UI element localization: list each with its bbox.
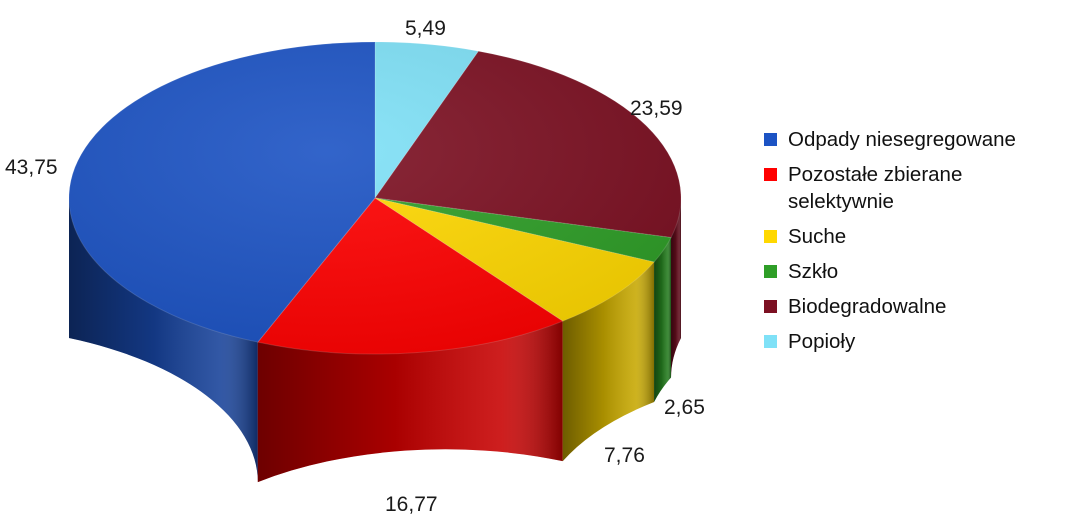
legend-swatch [764, 335, 777, 348]
legend-swatch [764, 265, 777, 278]
legend-label: Odpady niesegregowane [788, 128, 1016, 151]
data-label-pozostałe-zbierane-selektywnie: 16,77 [385, 493, 438, 516]
legend-item-odpady-niesegregowane: Odpady niesegregowane [758, 126, 1076, 153]
legend-swatch [764, 133, 777, 146]
legend-label: Suche [788, 225, 847, 248]
legend-label: Pozostałe zbierane selektywnie [788, 163, 963, 213]
legend-item-szkło: Szkło [758, 258, 1076, 285]
data-label-szkło: 2,65 [664, 396, 705, 419]
pie-side-shade [562, 261, 655, 462]
legend-swatch [764, 168, 777, 181]
data-label-biodegradowalne: 23,59 [630, 97, 683, 120]
pie-side-shade [671, 198, 681, 378]
legend-label: Biodegradowalne [788, 295, 947, 318]
data-label-popioły: 5,49 [405, 17, 446, 40]
data-label-odpady-niesegregowane: 43,75 [5, 156, 58, 179]
legend-label: Popioły [788, 330, 856, 353]
legend-item-suche: Suche [758, 223, 1076, 250]
legend-item-biodegradowalne: Biodegradowalne [758, 293, 1076, 320]
legend-swatch [764, 300, 777, 313]
pie-top-layer [68, 41, 682, 355]
pie-top-gloss [69, 42, 681, 354]
legend-item-popioły: Popioły [758, 328, 1076, 355]
legend-swatch [764, 230, 777, 243]
pie-side-shade [654, 237, 672, 402]
legend-label: Szkło [788, 260, 839, 283]
legend-item-pozostałe-zbierane-selektywnie: Pozostałe zbierane selektywnie [758, 161, 1076, 215]
legend: Odpady niesegregowane Pozostałe zbierane … [758, 126, 1076, 363]
data-label-suche: 7,76 [604, 444, 645, 467]
